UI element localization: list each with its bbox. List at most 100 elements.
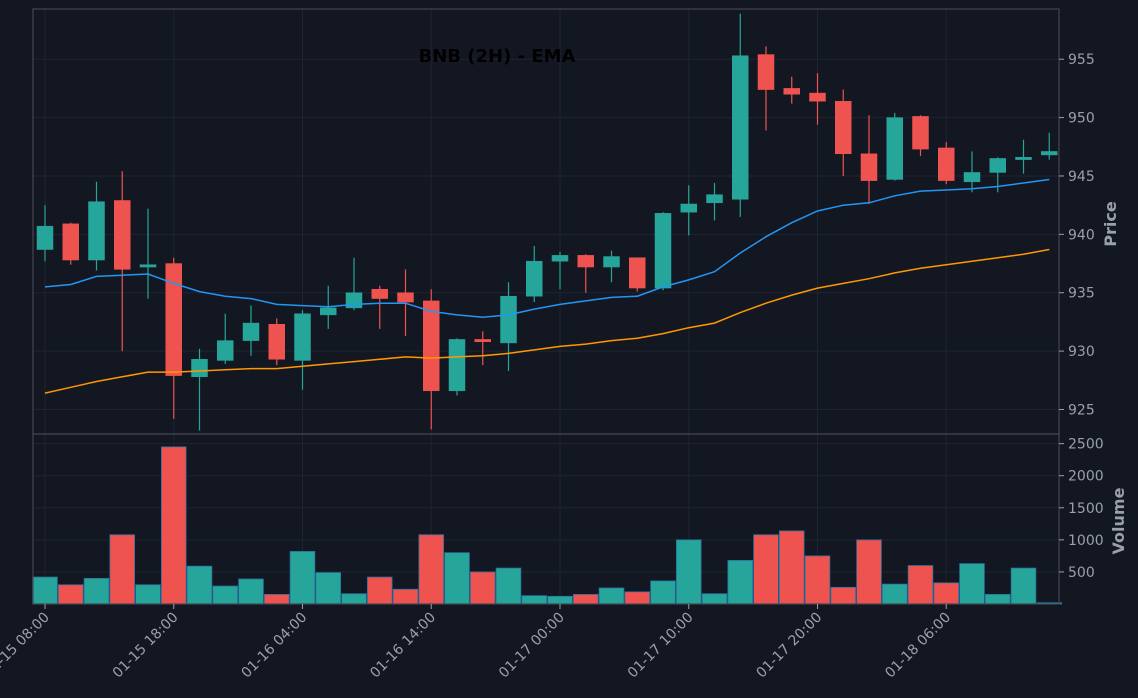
candle-body (603, 256, 620, 268)
volume-bar (984, 593, 1011, 605)
candle-body (423, 300, 440, 392)
ema-short-line (44, 178, 1050, 318)
volume-bar (856, 539, 882, 605)
candle-body (526, 260, 543, 297)
candle-body (36, 225, 54, 250)
volume-bar (135, 584, 161, 605)
price-tick-label: 945 (1068, 169, 1095, 185)
volume-bars (32, 446, 1063, 605)
candle-body (629, 257, 646, 289)
x-tick-label: 01-16 04:00 (239, 610, 311, 682)
candle-body (62, 223, 79, 261)
price-tick-label: 940 (1068, 227, 1095, 243)
candle-body (680, 203, 697, 213)
candle-bodies (36, 54, 1058, 392)
chart-title: BNB (2H) - EMA (419, 46, 576, 67)
candle-body (732, 55, 749, 200)
volume-tick-label: 1000 (1068, 533, 1104, 549)
candle-body (1015, 157, 1032, 160)
volume-bar (495, 567, 522, 605)
x-tick-label: 01-17 00:00 (496, 610, 568, 682)
price-axis-label: Price (1101, 201, 1120, 247)
volume-bar (212, 585, 239, 605)
x-tick-label: 01-18 06:00 (882, 610, 954, 682)
price-tick-label: 955 (1068, 52, 1095, 68)
candle-body (320, 307, 337, 316)
price-axis-ticks: 925 930 935 940 945 950 955 (1059, 52, 1095, 418)
volume-bar (650, 580, 676, 605)
volume-bar (778, 530, 805, 605)
price-tick-label: 925 (1068, 402, 1095, 418)
ema-long-line (44, 248, 1050, 394)
price-panel-frame (32, 8, 1060, 435)
volume-bar (366, 576, 393, 605)
candle-body (191, 359, 208, 378)
x-tick-label: 01-15 18:00 (110, 610, 182, 682)
volume-bar (727, 559, 754, 605)
candle-body (912, 116, 929, 150)
volume-bar (598, 587, 625, 605)
volume-tick-label: 1500 (1068, 501, 1104, 517)
candle-body (114, 200, 131, 270)
volume-bar (804, 555, 831, 605)
volume-bar (701, 593, 728, 605)
candle-body (139, 264, 157, 268)
candle-body (860, 153, 878, 181)
volume-bar (83, 577, 110, 605)
volume-bar (444, 552, 470, 605)
price-tick-label: 935 (1068, 286, 1095, 302)
candle-body (577, 255, 594, 268)
volume-tick-label: 500 (1068, 565, 1095, 581)
candle-body (371, 288, 388, 299)
volume-bar (160, 446, 187, 605)
volume-bar (32, 576, 58, 605)
candle-body (268, 323, 285, 360)
candle-body (886, 117, 903, 180)
candle-body (783, 88, 800, 95)
candle-body (835, 100, 852, 155)
candle-body (1041, 151, 1058, 156)
volume-bar (109, 534, 136, 605)
x-tick-label: 01-16 14:00 (367, 610, 439, 682)
candle-body (809, 92, 826, 102)
candle-body (242, 322, 260, 341)
x-tick-label: 01-17 20:00 (754, 610, 826, 682)
volume-bar (521, 595, 548, 605)
volume-bar (753, 534, 779, 605)
candle-body (963, 172, 981, 183)
price-grid (33, 9, 1059, 434)
candle-body (294, 313, 311, 361)
candle-body (397, 292, 414, 303)
volume-bar (289, 550, 316, 605)
volume-bar (392, 588, 419, 605)
candle-body (938, 147, 955, 181)
volume-bar (624, 591, 651, 605)
volume-bar (675, 539, 702, 605)
volume-panel-frame (32, 433, 1060, 605)
volume-bar (959, 563, 985, 605)
panel-frames (32, 8, 1060, 605)
volume-axis-label: Volume (1109, 487, 1128, 554)
price-tick-label: 950 (1068, 111, 1095, 127)
candle-body (88, 201, 105, 261)
volume-bar (933, 582, 960, 605)
candle-body (500, 295, 517, 344)
volume-bar (469, 571, 496, 605)
volume-bar (547, 595, 573, 605)
volume-bar (572, 593, 599, 605)
volume-axis-ticks: 500 1000 1500 2000 2500 (1059, 437, 1104, 581)
volume-bar (907, 565, 934, 605)
candle-body (551, 255, 569, 262)
candle-body (757, 54, 775, 90)
volume-bar (263, 593, 290, 605)
candle-body (706, 194, 723, 204)
volume-tick-label: 2000 (1068, 469, 1104, 485)
volume-bar (186, 565, 213, 605)
candle-body (654, 213, 672, 289)
volume-bar (238, 578, 264, 605)
candle-body (217, 340, 234, 361)
x-tick-label: 01-17 10:00 (625, 610, 697, 682)
volume-bar (881, 583, 908, 605)
